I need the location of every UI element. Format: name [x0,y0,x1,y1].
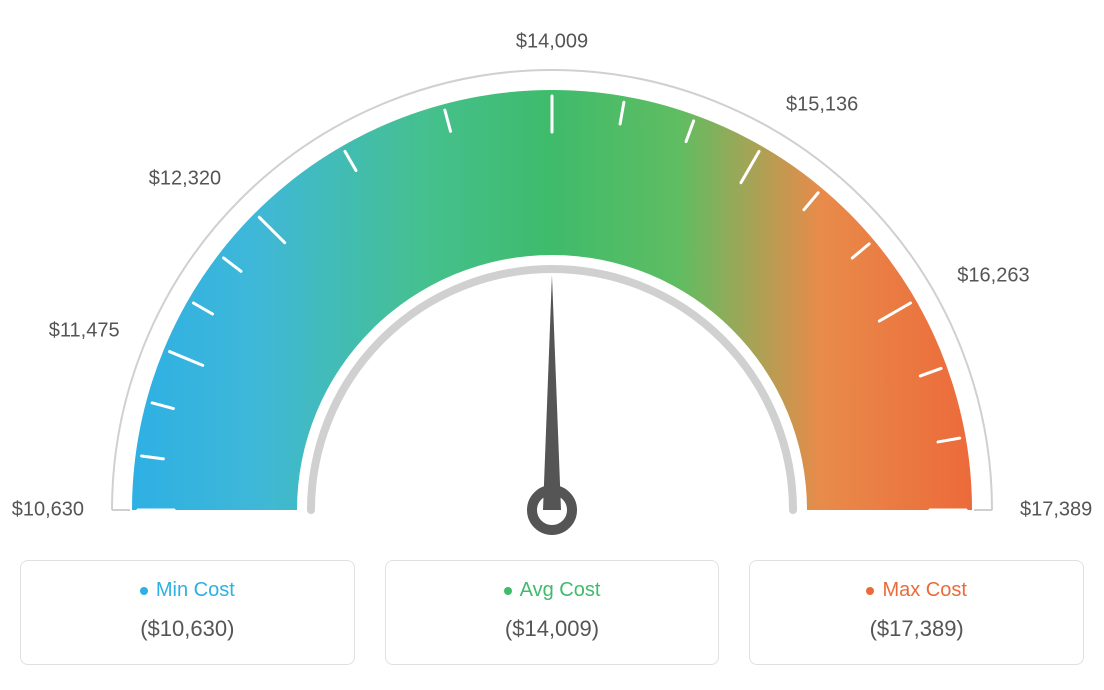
legend-card-min: Min Cost ($10,630) [20,560,355,665]
gauge-tick-label: $10,630 [12,499,84,522]
legend-value: ($10,630) [41,616,334,642]
gauge-tick-label: $11,475 [49,319,120,342]
gauge-tick-label: $16,263 [957,265,1029,288]
legend-label: Min Cost [156,579,235,602]
legend-card-avg: Avg Cost ($14,009) [385,560,720,665]
legend-card-max: Max Cost ($17,389) [749,560,1084,665]
legend-value: ($17,389) [770,616,1063,642]
legend-dot-icon [866,587,874,595]
gauge-tick-label: $12,320 [149,168,221,191]
legend-label-row: Max Cost [770,579,1063,602]
legend-row: Min Cost ($10,630) Avg Cost ($14,009) Ma… [20,560,1084,665]
gauge-svg [20,20,1084,560]
gauge-tick-label: $17,389 [1020,499,1092,522]
legend-label: Max Cost [882,579,966,602]
legend-label: Avg Cost [520,579,601,602]
legend-value: ($14,009) [406,616,699,642]
legend-dot-icon [504,587,512,595]
gauge-tick-label: $14,009 [516,31,588,54]
gauge-chart: $10,630$11,475$12,320$14,009$15,136$16,2… [20,20,1084,560]
gauge-tick-label: $15,136 [786,93,858,116]
legend-label-row: Min Cost [41,579,334,602]
legend-label-row: Avg Cost [406,579,699,602]
legend-dot-icon [140,587,148,595]
